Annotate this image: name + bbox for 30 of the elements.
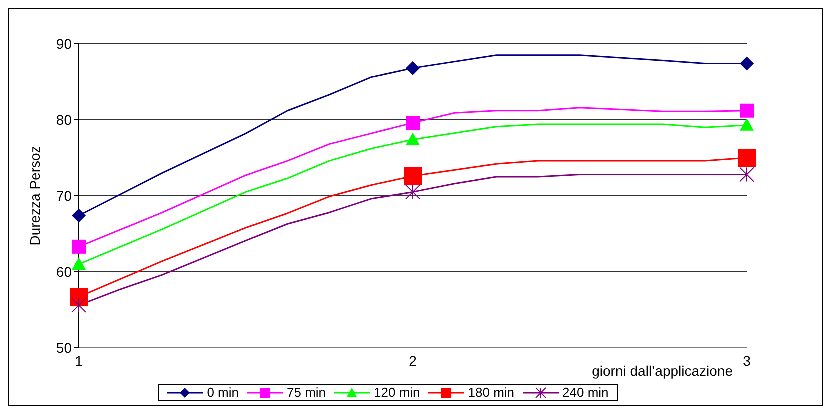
legend-label: 0 min xyxy=(207,385,239,400)
point xyxy=(406,116,420,130)
x-axis-title: giorni dall’applicazione xyxy=(592,363,734,379)
x-tick-label: 1 xyxy=(75,352,84,369)
legend-label: 75 min xyxy=(287,385,326,400)
y-tick-label: 90 xyxy=(56,36,72,52)
point xyxy=(72,298,86,313)
legend-label: 120 min xyxy=(374,385,420,400)
point xyxy=(404,167,422,186)
y-tick-label: 80 xyxy=(56,112,72,128)
point xyxy=(72,240,86,254)
y-axis-title: Durezza Persoz xyxy=(26,146,43,246)
legend-label: 240 min xyxy=(562,385,609,400)
point xyxy=(740,118,754,131)
x-tick-label: 2 xyxy=(409,352,418,369)
point xyxy=(740,167,754,182)
point xyxy=(740,56,754,71)
point xyxy=(738,149,756,167)
point xyxy=(740,104,754,118)
point xyxy=(406,184,420,200)
legend-label: 180 min xyxy=(468,385,515,400)
y-tick-label: 60 xyxy=(56,264,72,280)
point xyxy=(406,61,420,76)
y-tick-label: 70 xyxy=(56,188,72,204)
point xyxy=(72,257,86,270)
point xyxy=(70,288,88,306)
x-tick-label: 3 xyxy=(743,352,752,369)
point xyxy=(406,132,420,146)
point xyxy=(72,208,86,223)
y-tick-label: 50 xyxy=(56,340,72,356)
